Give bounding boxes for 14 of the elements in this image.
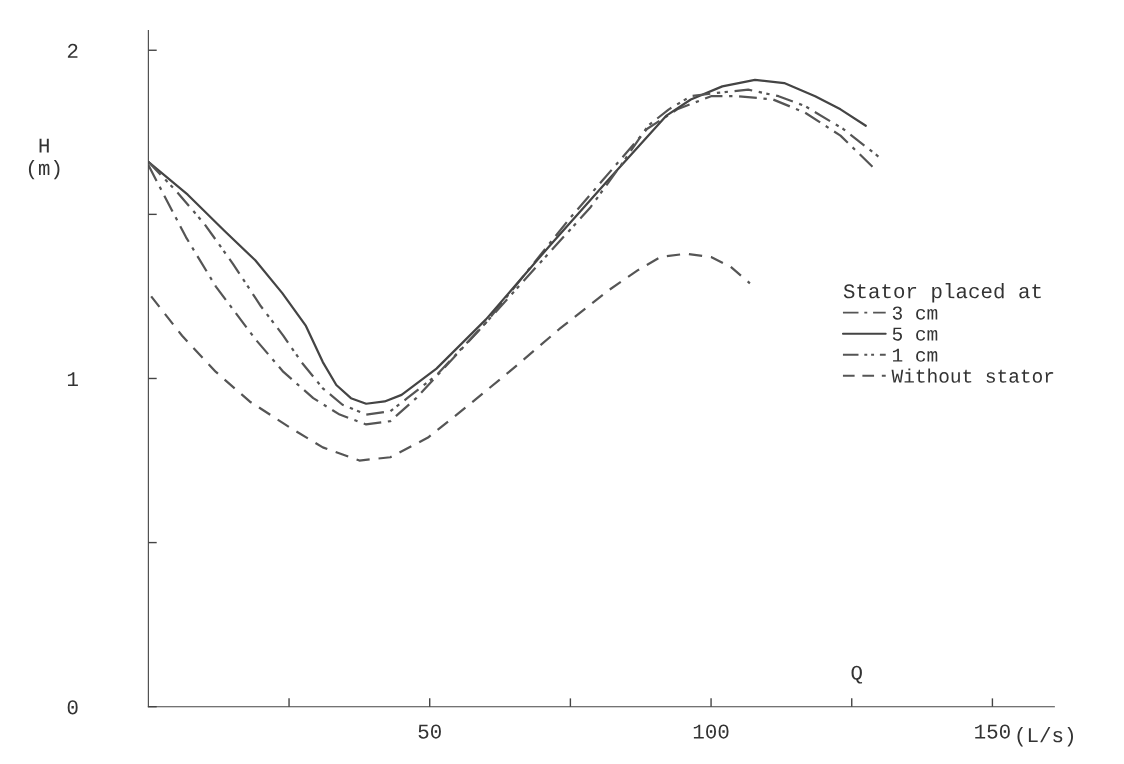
y-tick-label: 1 xyxy=(67,372,78,387)
annotation: Q xyxy=(851,665,863,684)
x-tick-label: 50 xyxy=(418,724,441,739)
x-axis-title: (L/s) xyxy=(1017,726,1074,747)
legend-label: 3 cm xyxy=(892,306,938,320)
legend-label: 1 cm xyxy=(892,348,938,362)
x-tick-label: 100 xyxy=(693,724,729,739)
y-axis-title: H (m) xyxy=(28,138,60,180)
legend-title: Stator placed at xyxy=(843,283,1041,303)
legend-label: Without stator xyxy=(891,368,1054,383)
y-tick-label: 0 xyxy=(67,700,78,715)
legend-label: 5 cm xyxy=(892,327,938,341)
x-tick-label: 150 xyxy=(975,724,1010,739)
y-tick-label: 2 xyxy=(67,43,78,58)
